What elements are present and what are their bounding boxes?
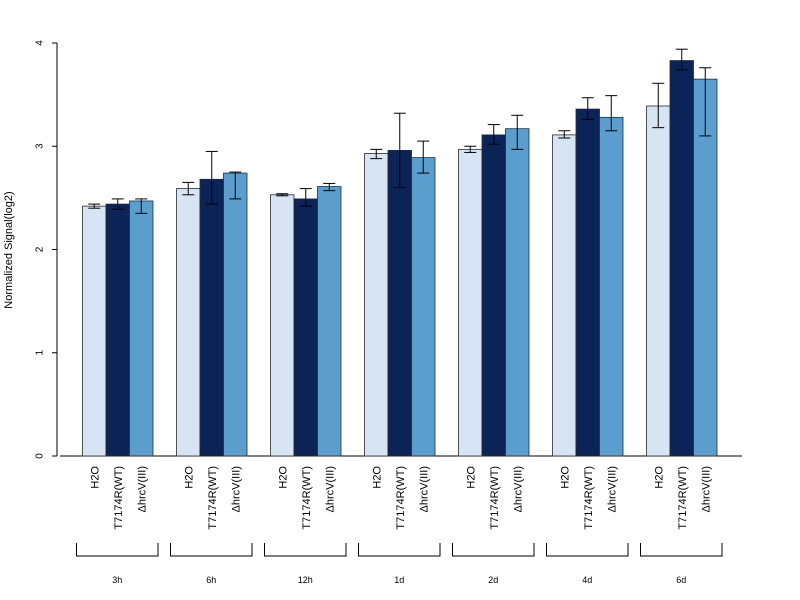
y-tick-label: 4 <box>35 40 46 46</box>
y-tick-label: 3 <box>35 143 46 149</box>
category-labels: H2O T7174R(WT) ΔhrcV(III) H2O T7174R(WT) Δhrc… <box>89 466 712 530</box>
bracket-line <box>640 543 723 557</box>
category-label: H2O <box>559 466 571 489</box>
bar <box>317 186 342 457</box>
error-bar <box>393 112 406 189</box>
bracket-line <box>452 543 535 557</box>
bracket-line <box>170 543 253 557</box>
bar <box>364 153 389 457</box>
bar <box>505 128 530 457</box>
bar <box>552 134 577 457</box>
bar <box>646 105 671 457</box>
group-brackets: 3h 6h 12h 1d 2d 4d 6d <box>76 543 723 585</box>
error-bar <box>276 193 289 197</box>
category-label: T7174R(WT) <box>113 466 125 530</box>
error-bar <box>581 97 594 120</box>
error-bar <box>88 203 101 209</box>
y-tick-label: 2 <box>35 246 46 252</box>
category-label: H2O <box>89 466 101 489</box>
group-bracket: 2d <box>452 543 535 585</box>
category-label: H2O <box>465 466 477 489</box>
bar <box>199 178 224 457</box>
error-bar <box>299 188 312 207</box>
bracket-line <box>546 543 629 557</box>
bar <box>599 116 624 457</box>
category-label: H2O <box>371 466 383 489</box>
error-bar <box>558 130 571 139</box>
y-axis-label: Normalized Signal(log2) <box>3 191 15 308</box>
category-label: H2O <box>653 466 665 489</box>
error-bar <box>487 124 500 145</box>
bracket-line <box>76 543 159 557</box>
category-label: T7174R(WT) <box>395 466 407 530</box>
error-bar <box>135 198 148 214</box>
y-tick-label: 0 <box>35 453 46 459</box>
group-bracket: 3h <box>76 543 159 585</box>
bar <box>105 203 130 457</box>
bar <box>387 149 412 457</box>
error-bar <box>699 67 712 137</box>
bar <box>458 148 483 457</box>
category-label: ΔhrcV(III) <box>606 466 618 512</box>
error-bar <box>370 148 383 160</box>
bar <box>129 200 154 457</box>
category-label: ΔhrcV(III) <box>418 466 430 512</box>
group-label: 6d <box>676 575 686 585</box>
bar <box>176 188 201 457</box>
group-bracket: 12h <box>264 543 347 585</box>
category-label: ΔhrcV(III) <box>230 466 242 512</box>
group-label: 6h <box>206 575 216 585</box>
group-label: 12h <box>298 575 313 585</box>
error-bar <box>417 140 430 174</box>
error-bar <box>323 182 336 192</box>
error-bar <box>464 145 477 153</box>
y-tick-label: 1 <box>35 350 46 356</box>
bracket-line <box>358 543 441 557</box>
group-bracket: 4d <box>546 543 629 585</box>
category-label: H2O <box>183 466 195 489</box>
bar <box>293 198 318 457</box>
category-label: ΔhrcV(III) <box>136 466 148 512</box>
group-bracket: 1d <box>358 543 441 585</box>
bar <box>411 157 436 457</box>
bar <box>82 205 107 457</box>
error-bar <box>511 114 524 150</box>
bar <box>575 108 600 457</box>
error-bar <box>229 171 242 200</box>
group-label: 4d <box>582 575 592 585</box>
error-bar <box>205 150 218 205</box>
group-label: 2d <box>488 575 498 585</box>
error-bar <box>652 82 665 129</box>
category-label: T7174R(WT) <box>583 466 595 530</box>
error-bar <box>111 198 124 210</box>
category-label: T7174R(WT) <box>677 466 689 530</box>
group-label: 1d <box>394 575 404 585</box>
bar <box>270 194 295 457</box>
category-label: T7174R(WT) <box>301 466 313 530</box>
error-bar <box>605 95 618 132</box>
category-label: H2O <box>277 466 289 489</box>
group-bracket: 6d <box>640 543 723 585</box>
error-bars <box>88 48 712 214</box>
bar <box>669 60 694 457</box>
bracket-line <box>264 543 347 557</box>
category-label: T7174R(WT) <box>207 466 219 530</box>
error-bar <box>182 181 195 196</box>
category-label: ΔhrcV(III) <box>324 466 336 512</box>
group-bracket: 6h <box>170 543 253 585</box>
y-axis: 0 1 2 3 4 <box>35 40 58 459</box>
category-label: T7174R(WT) <box>489 466 501 530</box>
bar <box>481 134 506 457</box>
error-bar <box>675 48 688 71</box>
group-label: 3h <box>112 575 122 585</box>
category-label: ΔhrcV(III) <box>512 466 524 512</box>
bars <box>82 60 718 457</box>
category-label: ΔhrcV(III) <box>700 466 712 512</box>
bar <box>223 172 248 457</box>
